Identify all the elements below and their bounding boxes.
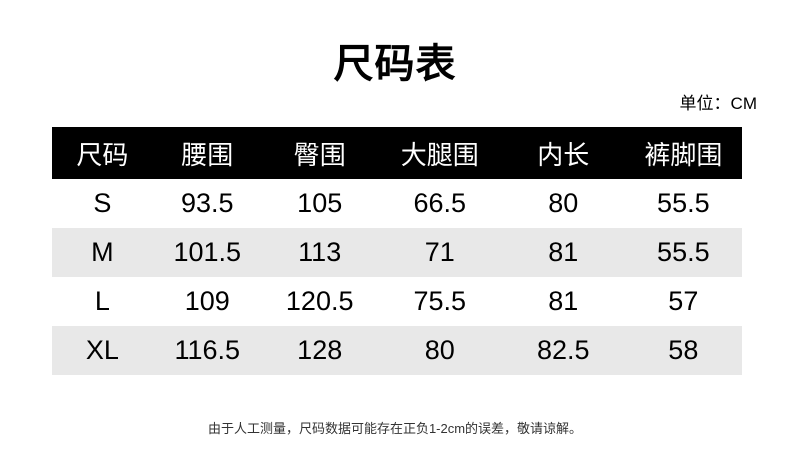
column-header-inseam: 内长 xyxy=(501,127,625,179)
measurement-cell: 80 xyxy=(424,335,455,365)
table-row-m: M 101.5 113 71 81 55.5 xyxy=(52,228,742,277)
measurement-cell: 128 xyxy=(297,335,343,365)
measurement-cell: 81 xyxy=(548,286,579,316)
measurement-cell: 80 xyxy=(548,188,579,218)
column-header-waist: 腰围 xyxy=(152,127,262,179)
column-header-hip: 臀围 xyxy=(261,127,378,179)
measurement-cell: 81 xyxy=(548,237,579,267)
size-cell: M xyxy=(91,237,114,267)
measurement-cell: 93.5 xyxy=(180,188,234,218)
table-row-s: S 93.5 105 66.5 80 55.5 xyxy=(52,179,742,228)
measurement-cell: 113 xyxy=(298,237,342,267)
measurement-cell: 55.5 xyxy=(657,237,710,267)
size-cell: L xyxy=(94,286,110,316)
table-row-xl: XL 116.5 128 80 82.5 58 xyxy=(52,326,742,375)
measurement-cell: 116.5 xyxy=(174,335,241,365)
measurement-cell: 71 xyxy=(424,237,455,267)
size-chart-table: 尺码 腰围 臀围 大腿围 内长 裤脚围 S 93.5 105 66.5 80 5… xyxy=(52,127,742,375)
measurement-cell: 82.5 xyxy=(536,335,590,365)
column-header-thigh: 大腿围 xyxy=(377,127,502,179)
measurement-cell: 57 xyxy=(668,286,699,316)
measurement-cell: 105 xyxy=(297,188,343,218)
size-cell: S xyxy=(93,188,112,218)
size-cell: XL xyxy=(85,335,119,365)
measurement-cell: 109 xyxy=(184,286,230,316)
column-header-leg-opening: 裤脚围 xyxy=(624,127,742,179)
table-header-row: 尺码 腰围 臀围 大腿围 内长 裤脚围 xyxy=(52,127,742,179)
column-header-size: 尺码 xyxy=(52,127,153,179)
measurement-cell: 120.5 xyxy=(285,286,354,316)
measurement-cell: 101.5 xyxy=(173,237,242,267)
measurement-cell: 75.5 xyxy=(413,286,467,316)
measurement-cell: 66.5 xyxy=(413,188,467,218)
unit-label: 单位：CM xyxy=(679,94,757,113)
measurement-cell: 58 xyxy=(668,335,699,365)
measurement-cell: 55.5 xyxy=(657,188,710,218)
table-row-l: L 109 120.5 75.5 81 57 xyxy=(52,277,742,326)
measurement-disclaimer: 由于人工测量，尺码数据可能存在正负1-2cm的误差，敬请谅解。 xyxy=(207,421,583,436)
page-title: 尺码表 xyxy=(333,42,457,86)
